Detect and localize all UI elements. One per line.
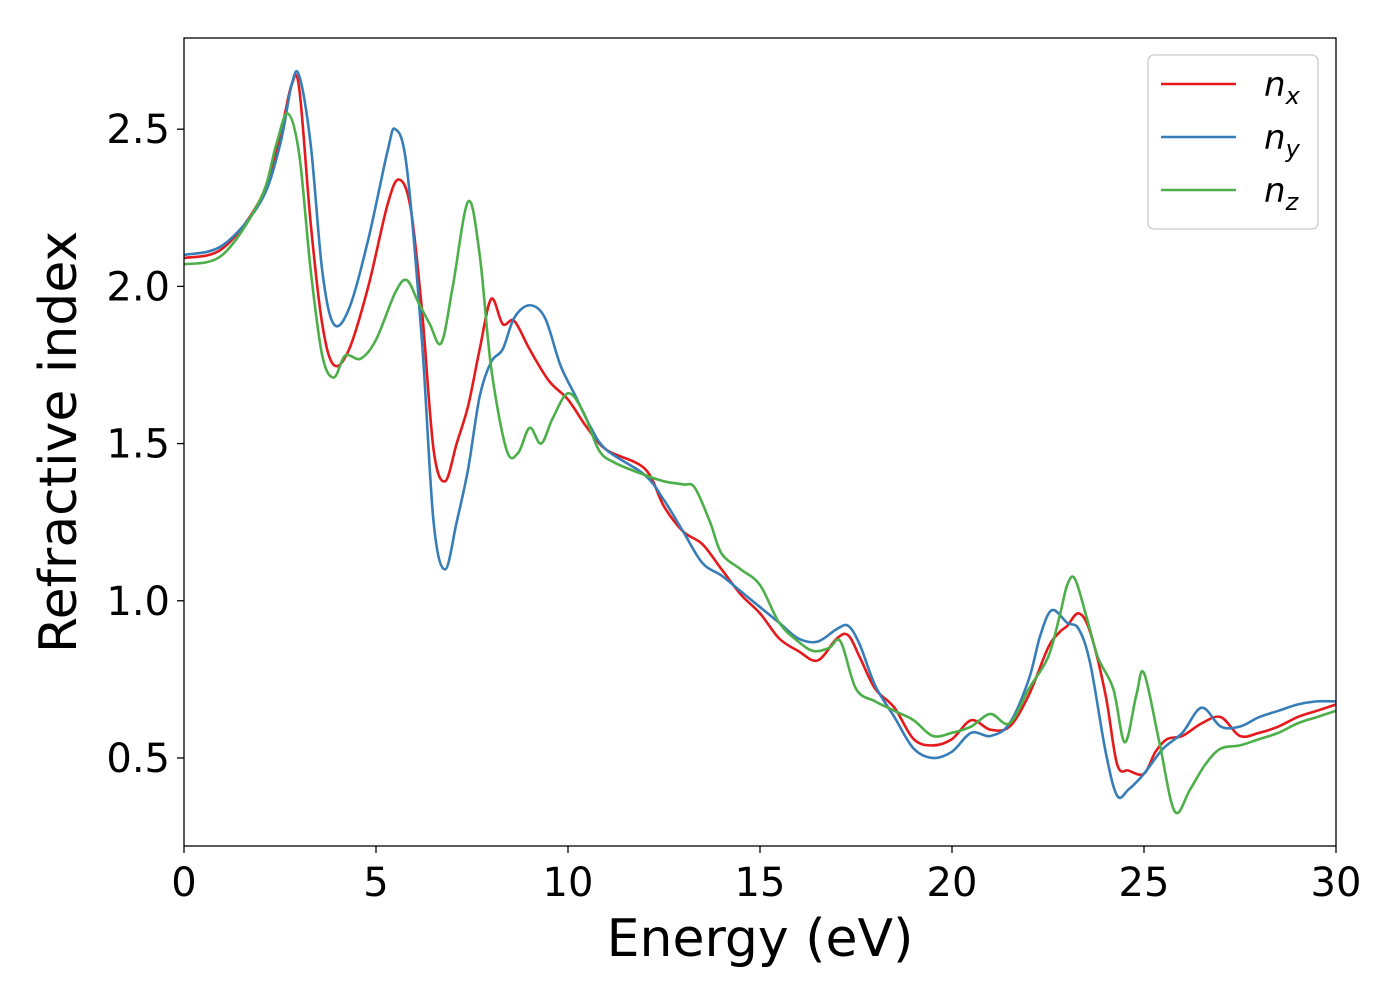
y-tick-label: 0.5 [106, 736, 170, 782]
y-tick-label: 1.5 [106, 422, 170, 468]
x-tick-label: 0 [171, 860, 196, 906]
x-tick-label: 10 [543, 860, 594, 906]
x-axis-label: Energy (eV) [607, 909, 914, 969]
y-axis-ticks: 0.5 1.0 1.5 2.0 2.5 [106, 107, 184, 782]
y-tick-label: 1.0 [106, 579, 170, 625]
x-tick-label: 30 [1311, 860, 1362, 906]
x-tick-label: 15 [735, 860, 786, 906]
legend-box [1147, 54, 1319, 230]
x-tick-label: 5 [363, 860, 388, 906]
y-tick-label: 2.5 [106, 107, 170, 153]
x-tick-label: 25 [1119, 860, 1170, 906]
legend-label-ny: ny [1264, 118, 1301, 163]
x-tick-label: 20 [927, 860, 978, 906]
legend-label-nx: nx [1264, 65, 1301, 110]
series-lines [183, 69, 1337, 815]
series-line-nz [183, 112, 1337, 815]
y-axis-label: Refractive index [29, 231, 89, 653]
x-axis-ticks: 0 5 10 15 20 25 30 [171, 846, 1361, 906]
y-tick-label: 2.0 [106, 264, 170, 310]
series-line-nx [183, 73, 1337, 777]
series-line-ny [183, 69, 1337, 800]
